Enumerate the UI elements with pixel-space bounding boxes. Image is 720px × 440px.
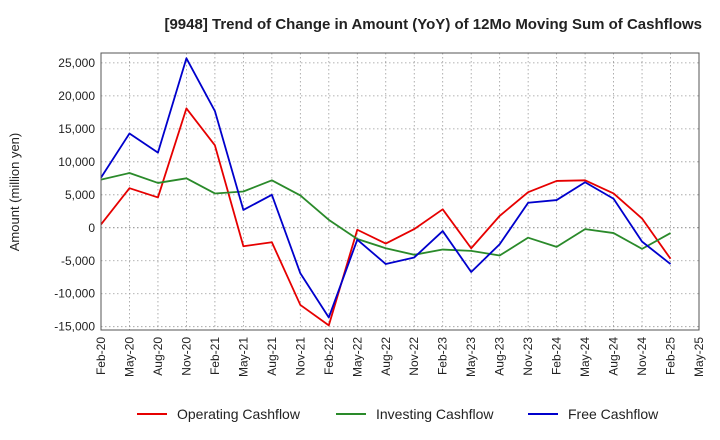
x-tick-label: May-22 xyxy=(350,337,364,377)
chart-title: [9948] Trend of Change in Amount (YoY) o… xyxy=(164,16,702,33)
x-tick-label: Feb-22 xyxy=(322,337,336,375)
y-tick-label: 20,000 xyxy=(58,89,95,103)
x-tick-label: Aug-24 xyxy=(607,337,621,376)
x-tick-label: May-25 xyxy=(692,337,706,377)
x-tick-label: Feb-24 xyxy=(550,337,564,375)
x-tick-label: Aug-22 xyxy=(379,337,393,376)
x-tick-label: Feb-25 xyxy=(664,337,678,375)
x-tick-label: Nov-24 xyxy=(635,337,649,376)
series-layer xyxy=(100,57,672,327)
legend-label: Free Cashflow xyxy=(568,406,659,422)
series-line-operating-cashflow xyxy=(100,107,672,327)
y-tick-label: 5,000 xyxy=(65,188,95,202)
x-tick-label: Nov-20 xyxy=(179,337,193,376)
y-tick-label: 0 xyxy=(88,221,95,235)
x-tick-label: Aug-21 xyxy=(265,337,279,376)
y-tick-label: -10,000 xyxy=(54,287,95,301)
legend-label: Operating Cashflow xyxy=(177,406,301,422)
y-tick-label: 10,000 xyxy=(58,155,95,169)
axes: Feb-20 May-20 Aug-20 Nov-20 Feb-21 May-21 Aug-… xyxy=(54,52,706,377)
x-tick-label: May-21 xyxy=(236,337,250,377)
y-tick-label: -15,000 xyxy=(54,320,95,334)
series-line-investing-cashflow xyxy=(100,172,671,257)
x-tick-label: May-24 xyxy=(578,337,592,377)
x-tick-label: Feb-20 xyxy=(94,337,108,375)
series-line-free-cashflow xyxy=(100,57,672,319)
x-tick-label: Aug-23 xyxy=(493,337,507,376)
y-tick-label: 25,000 xyxy=(58,56,95,70)
y-tick-label: 15,000 xyxy=(58,122,95,136)
x-tick-label: Feb-21 xyxy=(208,337,222,375)
x-tick-label: May-23 xyxy=(464,337,478,377)
x-tick-label: May-20 xyxy=(122,337,136,377)
x-tick-label: Aug-20 xyxy=(151,337,165,376)
x-tick-label: Nov-21 xyxy=(293,337,307,376)
x-tick-label: Nov-23 xyxy=(521,337,535,376)
legend-label: Investing Cashflow xyxy=(376,406,494,422)
y-axis-label: Amount (million yen) xyxy=(7,133,22,252)
y-tick-label: -5,000 xyxy=(61,254,95,268)
legend: Operating Cashflow Investing Cashflow Free… xyxy=(137,406,659,422)
x-tick-label: Feb-23 xyxy=(436,337,450,375)
x-tick-label: Nov-22 xyxy=(407,337,421,376)
plot-border xyxy=(100,52,700,331)
